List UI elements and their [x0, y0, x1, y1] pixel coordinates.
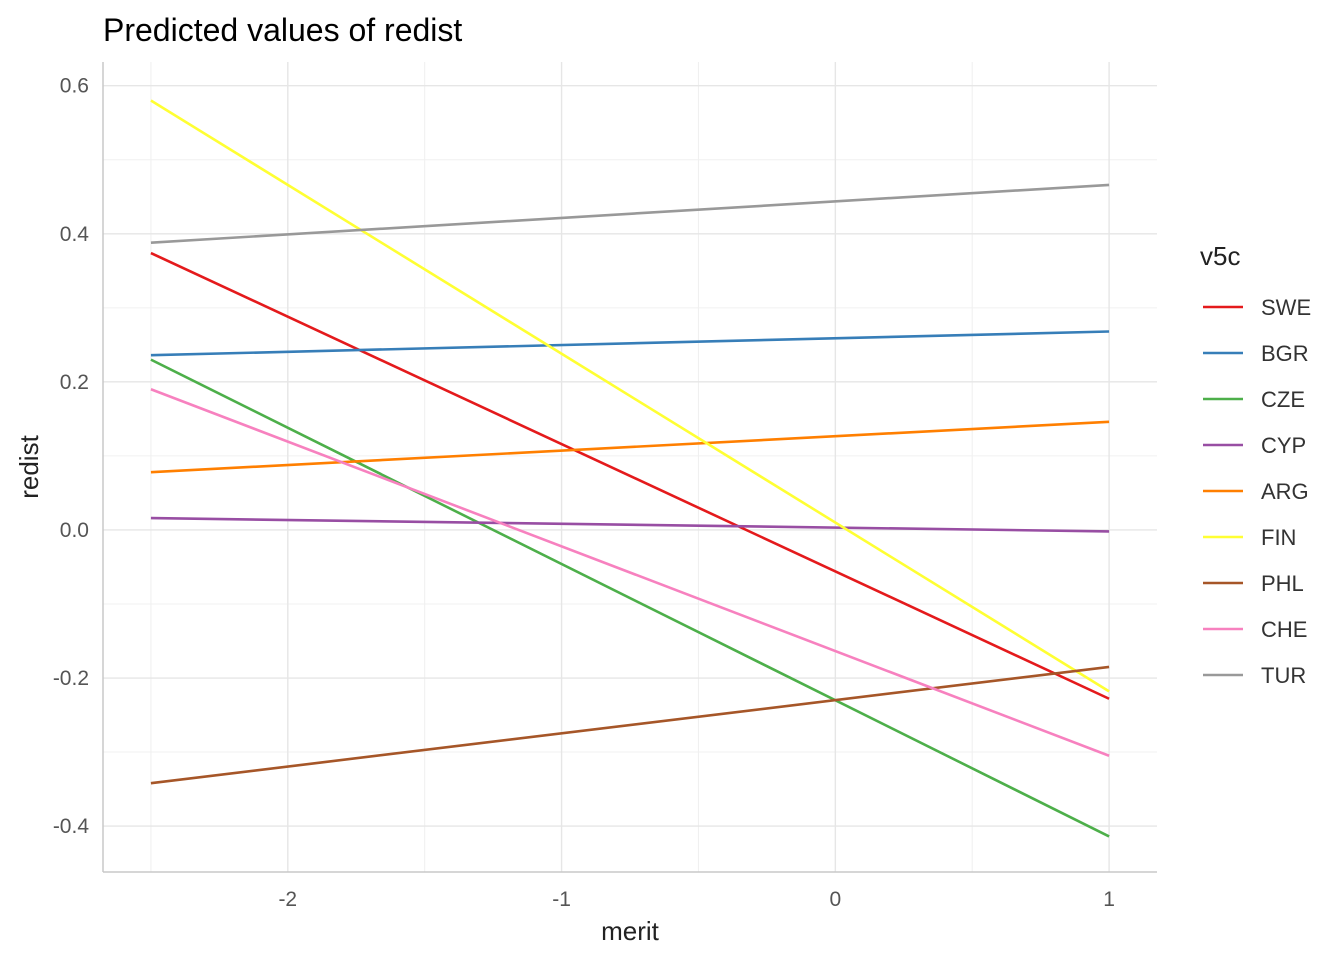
series-lines	[150, 99, 1110, 838]
legend-label: CYP	[1261, 433, 1306, 458]
legend-item-bgr: BGR	[1203, 341, 1309, 366]
series-line-phl	[150, 665, 1110, 785]
legend-label: SWE	[1261, 295, 1311, 320]
series-line-cze	[150, 358, 1110, 838]
y-tick-label: 0.4	[60, 223, 90, 246]
legend-label: FIN	[1261, 525, 1296, 550]
legend-items: SWE BGR CZE CYP ARG FIN PHL CHE TUR	[1203, 295, 1311, 688]
legend-item-fin: FIN	[1203, 525, 1296, 550]
y-tick-labels: 0.6 0.4 0.2 0.0 -0.2 -0.4	[53, 75, 90, 838]
legend-label: TUR	[1261, 663, 1306, 688]
series-line-che	[150, 388, 1110, 757]
legend-label: CHE	[1261, 617, 1307, 642]
legend-title: v5c	[1200, 241, 1240, 271]
series-line-cyp	[150, 516, 1110, 533]
legend-item-tur: TUR	[1203, 663, 1306, 688]
x-tick-label: 0	[829, 888, 841, 911]
legend-item-cyp: CYP	[1203, 433, 1306, 458]
y-tick-label: -0.4	[53, 815, 90, 838]
y-tick-label: 0.2	[60, 371, 89, 394]
chart-title: Predicted values of redist	[103, 12, 462, 48]
legend-item-cze: CZE	[1203, 387, 1305, 412]
x-tick-label: -2	[278, 888, 297, 911]
series-line-fin	[150, 99, 1110, 693]
grid	[103, 62, 1157, 872]
y-tick-label: 0.6	[60, 75, 89, 98]
x-tick-label: 1	[1103, 888, 1115, 911]
y-tick-label: -0.2	[53, 667, 89, 690]
x-axis-title: merit	[601, 916, 660, 946]
legend-label: ARG	[1261, 479, 1309, 504]
y-axis-title: redist	[14, 434, 44, 498]
legend-item-arg: ARG	[1203, 479, 1309, 504]
legend-label: BGR	[1261, 341, 1309, 366]
x-tick-label: -1	[552, 888, 571, 911]
x-tick-labels: -2 -1 0 1	[278, 888, 1114, 911]
series-line-arg	[150, 420, 1110, 474]
legend-label: PHL	[1261, 571, 1304, 596]
legend-item-che: CHE	[1203, 617, 1307, 642]
series-line-bgr	[150, 330, 1110, 357]
series-line-swe	[150, 251, 1110, 700]
series-line-tur	[150, 183, 1110, 244]
legend-item-phl: PHL	[1203, 571, 1304, 596]
legend: v5c SWE BGR CZE CYP ARG FIN PHL CHE TUR	[1200, 241, 1311, 688]
legend-item-swe: SWE	[1203, 295, 1311, 320]
legend-label: CZE	[1261, 387, 1305, 412]
y-tick-label: 0.0	[60, 519, 89, 542]
